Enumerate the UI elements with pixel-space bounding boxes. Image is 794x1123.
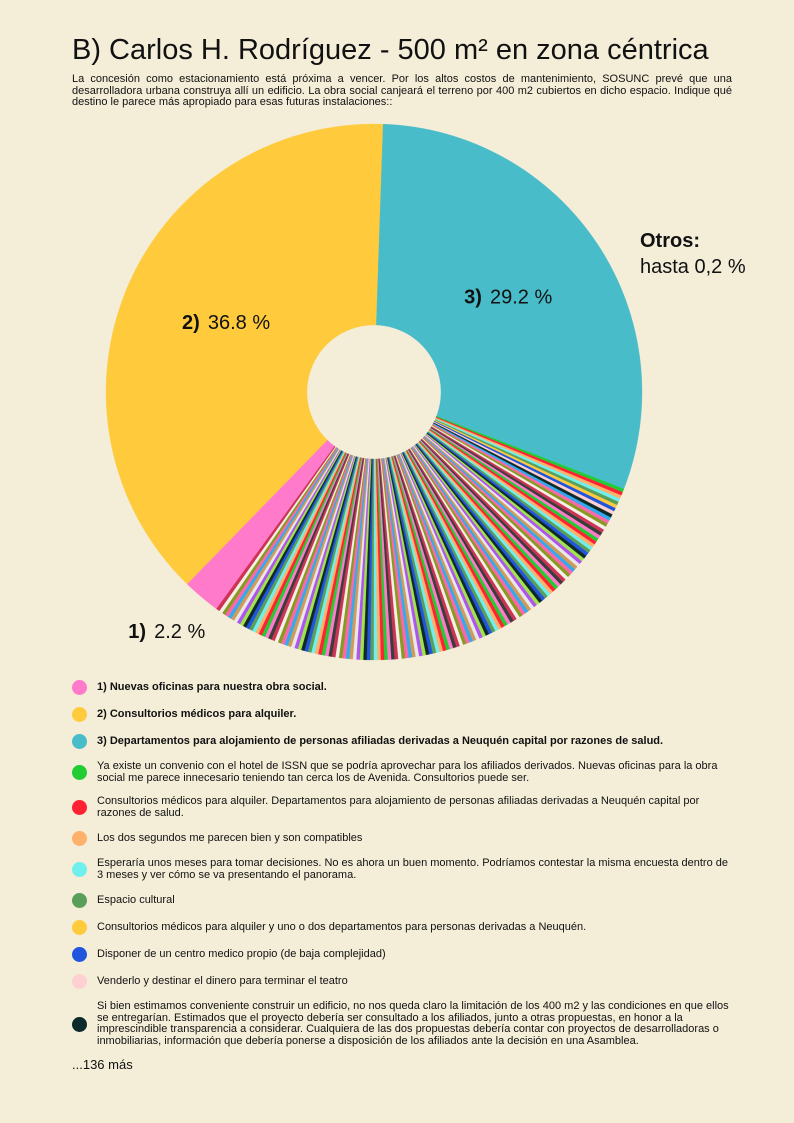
legend-label: Consultorios médicos para alquiler. Depa…: [97, 795, 700, 819]
more-label: ...136 más: [72, 1057, 133, 1072]
slice-number: 2): [182, 312, 200, 334]
legend-swatch: [72, 831, 87, 846]
slice-label: 3) 29.2 %: [464, 286, 552, 308]
legend-label: Ya existe un convenio con el hotel de IS…: [97, 760, 718, 784]
chart: 1) 2.2 % 2) 36.8 % 3) 29.2 % Otros: hasta 0,2 %: [105, 123, 746, 661]
legend-item: Esperaría unos meses para tomar decision…: [72, 857, 737, 881]
legend-item: Los dos segundos me parecen bien y son c…: [72, 831, 737, 846]
legend-swatch: [72, 893, 87, 908]
legend-swatch: [72, 1016, 87, 1032]
slice-label: 2) 36.8 %: [182, 312, 270, 334]
legend-swatch: [72, 800, 87, 815]
legend-swatch: [72, 920, 87, 935]
legend-label: Disponer de un centro medico propio (de …: [97, 947, 386, 960]
legend-label: 2) Consultorios médicos para alquiler.: [97, 707, 297, 720]
legend-swatch: [72, 765, 87, 780]
legend-swatch: [72, 947, 87, 962]
legend-item: Si bien estimamos conveniente construir …: [72, 1000, 737, 1047]
legend-swatch: [72, 680, 87, 695]
legend-item: Consultorios médicos para alquiler. Depa…: [72, 795, 737, 819]
annotation-title: Otros:: [640, 230, 700, 252]
legend-swatch: [72, 734, 87, 749]
legend-label: Venderlo y destinar el dinero para termi…: [97, 974, 348, 987]
legend-label: Espacio cultural: [97, 893, 175, 906]
legend: 1) Nuevas oficinas para nuestra obra soc…: [72, 680, 737, 1071]
legend-item: Disponer de un centro medico propio (de …: [72, 947, 737, 962]
legend-item: 2) Consultorios médicos para alquiler.: [72, 707, 737, 722]
legend-label: 3) Departamentos para alojamiento de per…: [97, 734, 664, 747]
legend-item: Espacio cultural: [72, 893, 737, 908]
chart-title: B) Carlos H. Rodríguez - 500 m² en zona …: [72, 34, 709, 66]
legend-item: Venderlo y destinar el dinero para termi…: [72, 974, 737, 989]
legend-item: Consultorios médicos para alquiler y uno…: [72, 920, 737, 935]
legend-item: 3) Departamentos para alojamiento de per…: [72, 734, 737, 749]
slice-number: 3): [464, 286, 482, 308]
subtitle: La concesión como estacionamiento está p…: [72, 73, 732, 108]
legend-label: Si bien estimamos conveniente construir …: [97, 1000, 729, 1047]
slice: [376, 123, 643, 490]
legend-label: Consultorios médicos para alquiler y uno…: [97, 920, 587, 933]
legend-swatch: [72, 862, 87, 877]
slice: [216, 445, 336, 612]
slice-number: 1): [128, 621, 146, 643]
legend-item: 1) Nuevas oficinas para nuestra obra soc…: [72, 680, 737, 695]
legend-label: Los dos segundos me parecen bien y son c…: [97, 831, 363, 844]
legend-label: Esperaría unos meses para tomar decision…: [97, 857, 729, 881]
annotation-text: hasta 0,2 %: [640, 256, 746, 278]
legend-item: Ya existe un convenio con el hotel de IS…: [72, 760, 737, 784]
legend-label: 1) Nuevas oficinas para nuestra obra soc…: [97, 680, 327, 693]
value-label: 29.2 %: [490, 286, 552, 308]
legend-swatch: [72, 974, 87, 989]
slice: [105, 123, 384, 585]
value-label: 36.8 %: [208, 312, 270, 334]
value-label: 2.2 %: [154, 621, 205, 643]
slice-label: 1) 2.2 %: [128, 621, 205, 643]
legend-swatch: [72, 707, 87, 722]
